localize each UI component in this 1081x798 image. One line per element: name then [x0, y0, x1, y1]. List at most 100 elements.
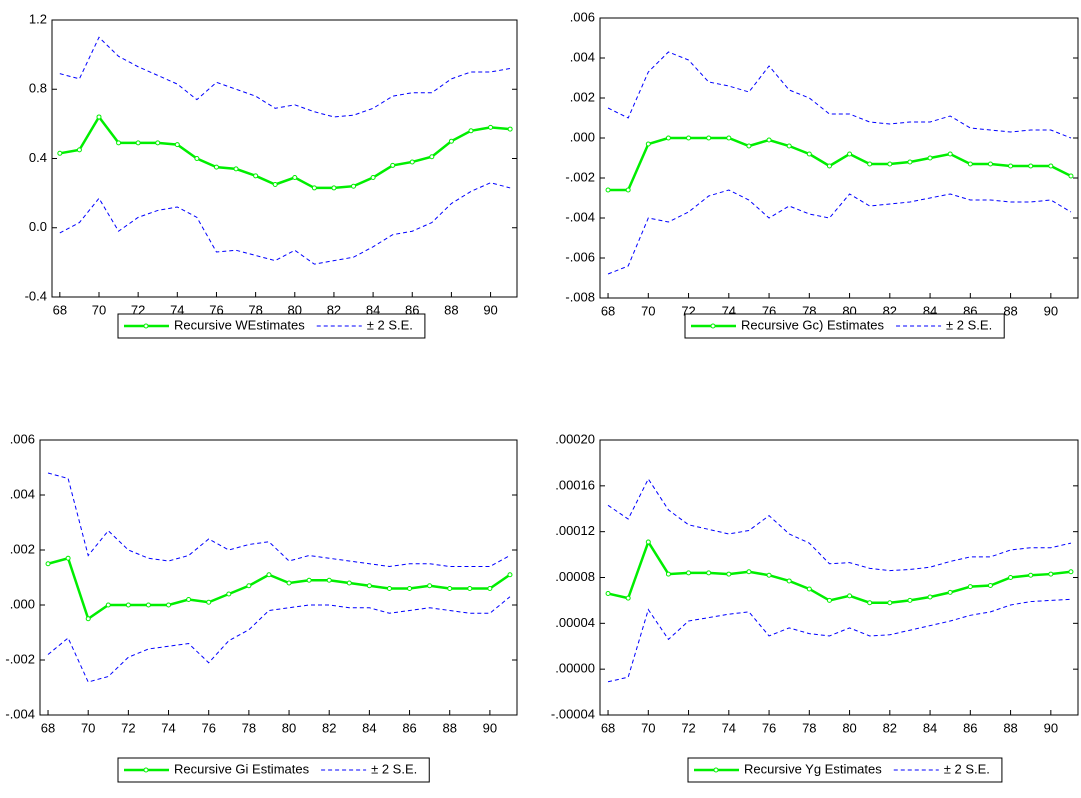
estimate-point [126, 603, 130, 607]
estimate-point [827, 164, 831, 168]
y-tick-label: -.004 [565, 209, 595, 224]
x-tick-label: 82 [883, 720, 897, 735]
y-tick-label: .006 [570, 9, 595, 24]
y-tick-label: .000 [570, 129, 595, 144]
estimate-point [408, 587, 412, 591]
legend-marker [711, 324, 715, 328]
estimate-point [410, 160, 414, 164]
estimate-point [646, 540, 650, 544]
y-tick-label: .00016 [555, 477, 595, 492]
estimate-point [312, 186, 316, 190]
estimate-point [307, 578, 311, 582]
estimate-point [117, 141, 121, 145]
estimate-point [1009, 576, 1013, 580]
legend-label: ± 2 S.E. [367, 317, 413, 332]
estimate-point [508, 127, 512, 131]
x-tick-label: 70 [92, 302, 106, 317]
x-tick-label: 86 [402, 720, 416, 735]
y-tick-label: 0.4 [29, 150, 47, 165]
estimate-line [60, 117, 510, 188]
estimate-point [387, 587, 391, 591]
x-tick-label: 78 [802, 720, 816, 735]
estimate-point [46, 562, 50, 566]
estimate-point [332, 186, 336, 190]
legend-label: ± 2 S.E. [944, 761, 990, 776]
y-tick-label: 0.8 [29, 81, 47, 96]
estimate-point [928, 595, 932, 599]
estimate-point [707, 571, 711, 575]
estimate-point [227, 592, 231, 596]
x-tick-label: 86 [963, 720, 977, 735]
estimate-point [195, 157, 199, 161]
y-tick-label: 0.0 [29, 219, 47, 234]
y-tick-label: .004 [10, 486, 35, 501]
estimate-point [1069, 570, 1073, 574]
estimate-point [666, 136, 670, 140]
x-tick-label: 70 [81, 720, 95, 735]
x-tick-label: 72 [681, 720, 695, 735]
estimate-point [347, 581, 351, 585]
legend-label: Recursive Gi Estimates [174, 761, 310, 776]
estimate-point [430, 155, 434, 159]
x-tick-label: 80 [282, 720, 296, 735]
y-tick-label: -0.4 [25, 288, 47, 303]
estimate-point [267, 573, 271, 577]
legend-label: ± 2 S.E. [946, 317, 992, 332]
se-band-line [48, 473, 510, 567]
x-tick-label: 90 [483, 720, 497, 735]
estimate-point [449, 139, 453, 143]
x-tick-label: 90 [1044, 720, 1058, 735]
x-tick-label: 70 [641, 303, 655, 318]
estimate-point [136, 141, 140, 145]
estimate-point [868, 162, 872, 166]
x-tick-label: 88 [444, 302, 458, 317]
estimate-line [608, 542, 1071, 603]
estimate-point [273, 182, 277, 186]
y-tick-label: -.002 [565, 169, 595, 184]
estimate-line [608, 138, 1071, 190]
x-tick-label: 74 [722, 720, 736, 735]
y-tick-label: .00004 [555, 615, 595, 630]
y-tick-label: -.008 [565, 289, 595, 304]
x-tick-label: 78 [242, 720, 256, 735]
estimate-point [787, 144, 791, 148]
y-tick-label: -.002 [5, 651, 35, 666]
estimate-point [988, 162, 992, 166]
estimate-point [488, 587, 492, 591]
x-tick-label: 88 [1003, 720, 1017, 735]
x-tick-label: 90 [1044, 303, 1058, 318]
estimate-point [928, 156, 932, 160]
plot-frame [600, 18, 1078, 298]
estimate-point [1029, 164, 1033, 168]
y-tick-label: -.004 [5, 706, 35, 721]
estimate-point [626, 596, 630, 600]
x-tick-label: 68 [41, 720, 55, 735]
x-tick-label: 88 [442, 720, 456, 735]
estimate-point [848, 152, 852, 156]
estimate-point [848, 594, 852, 598]
estimate-point [968, 585, 972, 589]
estimate-point [175, 143, 179, 147]
estimate-point [767, 573, 771, 577]
x-tick-label: 68 [601, 303, 615, 318]
estimate-point [66, 556, 70, 560]
estimate-point [727, 572, 731, 576]
estimate-point [293, 176, 297, 180]
se-band-line [60, 37, 510, 117]
y-tick-label: .000 [10, 596, 35, 611]
legend-label: Recursive Yg Estimates [744, 761, 882, 776]
x-tick-label: 68 [53, 302, 67, 317]
estimate-point [97, 115, 101, 119]
estimate-point [767, 138, 771, 142]
legend-marker [144, 768, 148, 772]
estimate-point [1069, 174, 1073, 178]
estimate-point [807, 152, 811, 156]
x-tick-label: 76 [762, 720, 776, 735]
estimate-point [86, 617, 90, 621]
estimate-point [626, 188, 630, 192]
x-tick-label: 74 [161, 720, 175, 735]
estimate-point [448, 587, 452, 591]
y-tick-label: .006 [10, 431, 35, 446]
se-band-line [608, 190, 1071, 274]
estimate-point [646, 142, 650, 146]
